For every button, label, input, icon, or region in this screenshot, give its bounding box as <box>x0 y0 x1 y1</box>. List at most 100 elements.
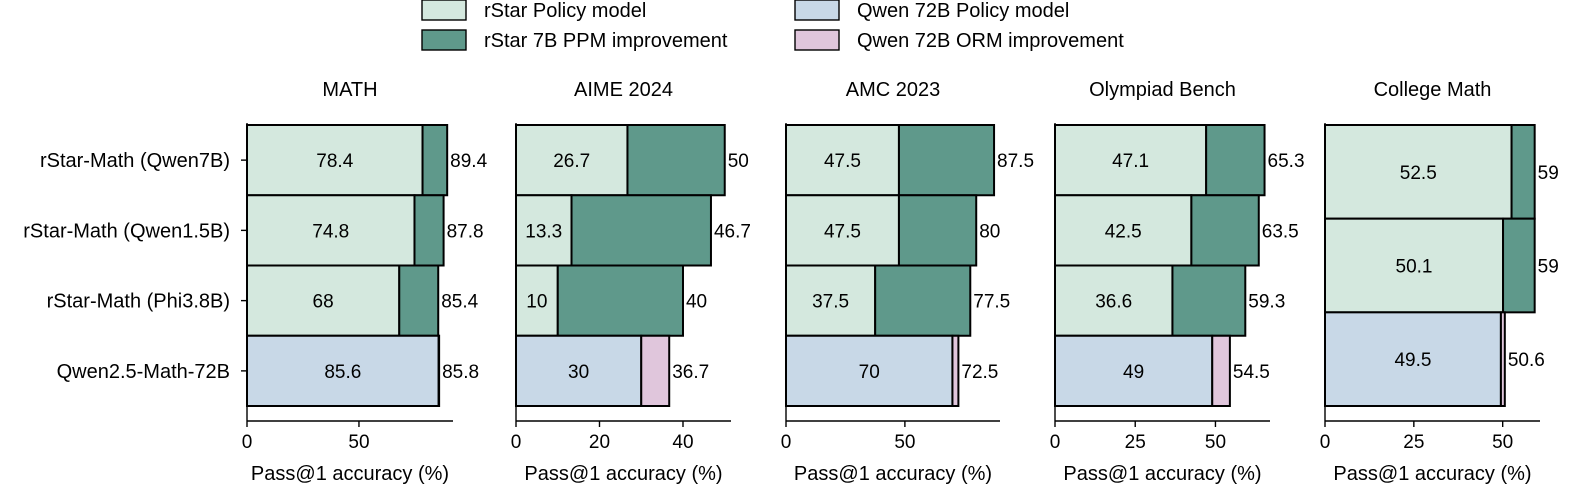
panel-college-math: College Math 52.5 59 50.1 59 49.5 50.6 0 25 50 Pas… <box>1320 79 1559 485</box>
base-value-label: 36.6 <box>1095 292 1132 313</box>
base-value-label: 30 <box>568 362 589 383</box>
panel-title: MATH <box>322 79 377 101</box>
legend-label-rstar-policy-model: rStar Policy model <box>484 0 646 22</box>
base-value-label: 47.5 <box>824 151 861 172</box>
base-value-label: 13.3 <box>525 221 562 242</box>
total-value-label: 80 <box>979 221 1000 242</box>
bar-base-rstar-math-phi3-8b <box>246 264 401 337</box>
bar-improvement-rstar-math-phi3-8b <box>556 264 684 337</box>
bar-improvement-rstar-math-qwen7b <box>1510 124 1536 220</box>
bar-improvement-rstar-math-qwen7b <box>421 124 449 197</box>
total-value-label: 85.4 <box>441 292 478 313</box>
bar-base-rstar-math-qwen1-5b <box>246 194 416 267</box>
total-value-label: 72.5 <box>961 362 998 383</box>
x-axis-label: Pass@1 accuracy (%) <box>1063 463 1261 485</box>
base-value-label: 37.5 <box>812 292 849 313</box>
x-axis-label: Pass@1 accuracy (%) <box>524 463 722 485</box>
bar-improvement-rstar-math-qwen1-5b <box>1502 217 1536 314</box>
y-category-label-rstar-math-qwen1-5b: rStar-Math (Qwen1.5B) <box>23 220 230 242</box>
legend-label-rstar-7b-ppm-improvement: rStar 7B PPM improvement <box>484 30 728 52</box>
base-value-label: 42.5 <box>1105 221 1142 242</box>
bar-base-rstar-math-qwen7b <box>785 124 900 197</box>
panel-math: MATH 78.4 89.4 74.8 87.8 68 85.4 85.6 85.8 0 50 Pas… <box>23 79 487 485</box>
x-tick-label: 0 <box>242 432 253 453</box>
panel-title: College Math <box>1374 79 1492 101</box>
total-value-label: 89.4 <box>450 151 487 172</box>
bar-improvement-rstar-math-qwen1-5b <box>570 194 712 267</box>
total-value-label: 36.7 <box>672 362 709 383</box>
bar-improvement-rstar-math-qwen7b <box>1205 124 1266 197</box>
base-value-label: 78.4 <box>316 151 353 172</box>
bar-base-rstar-math-qwen1-5b <box>1324 217 1505 314</box>
base-value-label: 85.6 <box>324 362 361 383</box>
total-value-label: 46.7 <box>714 221 751 242</box>
total-value-label: 63.5 <box>1262 221 1299 242</box>
base-value-label: 74.8 <box>312 221 349 242</box>
bar-improvement-qwen2-5-math-72b <box>951 334 960 407</box>
y-category-label-rstar-math-phi3-8b: rStar-Math (Phi3.8B) <box>47 291 230 313</box>
base-value-label: 47.1 <box>1112 151 1149 172</box>
bar-base-rstar-math-qwen7b <box>246 124 424 197</box>
legend-label-qwen-72b-policy-model: Qwen 72B Policy model <box>857 0 1069 22</box>
x-tick-label: 50 <box>894 432 915 453</box>
x-axis-label: Pass@1 accuracy (%) <box>794 463 992 485</box>
y-category-label-rstar-math-qwen7b: rStar-Math (Qwen7B) <box>40 150 230 172</box>
bar-improvement-rstar-math-qwen7b <box>897 124 996 197</box>
base-value-label: 50.1 <box>1396 257 1433 278</box>
x-tick-label: 0 <box>1320 432 1331 453</box>
x-tick-label: 50 <box>348 432 369 453</box>
panel-olympiad-bench: Olympiad Bench 47.1 65.3 42.5 63.5 36.6 59.3 49… <box>1050 79 1305 485</box>
legend-label-qwen-72b-orm-improvement: Qwen 72B ORM improvement <box>857 30 1124 52</box>
bar-improvement-qwen2-5-math-72b <box>1211 334 1231 407</box>
x-tick-label: 40 <box>672 432 693 453</box>
legend-swatch-qwen-72b-orm-improvement <box>794 29 840 51</box>
bar-improvement-rstar-math-phi3-8b <box>874 264 972 337</box>
x-tick-label: 0 <box>781 432 792 453</box>
bar-improvement-rstar-math-qwen1-5b <box>1190 194 1260 267</box>
bar-base-rstar-math-phi3-8b <box>785 264 877 337</box>
x-tick-label: 50 <box>1205 432 1226 453</box>
bar-base-rstar-math-qwen1-5b <box>515 194 573 267</box>
panel-aime-2024: AIME 2024 26.7 50 13.3 46.7 10 40 30 36.7 0 20 40 Pa… <box>511 79 751 485</box>
base-value-label: 10 <box>526 292 547 313</box>
bar-improvement-rstar-math-phi3-8b <box>1171 264 1247 337</box>
total-value-label: 65.3 <box>1268 151 1305 172</box>
panel-title: AIME 2024 <box>574 79 673 101</box>
legend-swatch-rstar-7b-ppm-improvement <box>421 29 467 51</box>
base-value-label: 26.7 <box>553 151 590 172</box>
bar-improvement-qwen2-5-math-72b <box>1499 311 1506 408</box>
total-value-label: 40 <box>686 292 707 313</box>
bar-base-qwen2-5-math-72b <box>515 334 643 407</box>
x-tick-label: 0 <box>1050 432 1061 453</box>
x-axis-label: Pass@1 accuracy (%) <box>1333 463 1531 485</box>
total-value-label: 59 <box>1538 257 1559 278</box>
bar-base-rstar-math-phi3-8b <box>515 264 559 337</box>
bar-base-qwen2-5-math-72b <box>1054 334 1214 407</box>
panel-amc-2023: AMC 2023 47.5 87.5 47.5 80 37.5 77.5 70 72.5 0 50 P… <box>781 79 1034 485</box>
bar-improvement-rstar-math-phi3-8b <box>398 264 440 337</box>
panel-title: AMC 2023 <box>846 79 941 101</box>
total-value-label: 59 <box>1538 163 1559 184</box>
base-value-label: 52.5 <box>1400 163 1437 184</box>
x-tick-label: 50 <box>1492 432 1513 453</box>
bar-improvement-rstar-math-qwen7b <box>626 124 726 197</box>
bar-improvement-qwen2-5-math-72b <box>640 334 671 407</box>
total-value-label: 87.5 <box>997 151 1034 172</box>
bar-improvement-rstar-math-qwen1-5b <box>413 194 445 267</box>
panel-title: Olympiad Bench <box>1089 79 1236 101</box>
chart-panels: MATH 78.4 89.4 74.8 87.8 68 85.4 85.6 85.8 0 50 Pas… <box>23 79 1559 485</box>
x-axis-label: Pass@1 accuracy (%) <box>251 463 449 485</box>
legend: rStar Policy model rStar 7B PPM improveme… <box>421 0 1124 52</box>
total-value-label: 87.8 <box>447 221 484 242</box>
base-value-label: 49.5 <box>1394 350 1431 371</box>
total-value-label: 77.5 <box>973 292 1010 313</box>
base-value-label: 49 <box>1123 362 1144 383</box>
total-value-label: 85.8 <box>442 362 479 383</box>
x-tick-label: 25 <box>1125 432 1146 453</box>
base-value-label: 47.5 <box>824 221 861 242</box>
base-value-label: 70 <box>859 362 880 383</box>
total-value-label: 54.5 <box>1233 362 1270 383</box>
base-value-label: 68 <box>313 292 334 313</box>
x-tick-label: 20 <box>589 432 610 453</box>
